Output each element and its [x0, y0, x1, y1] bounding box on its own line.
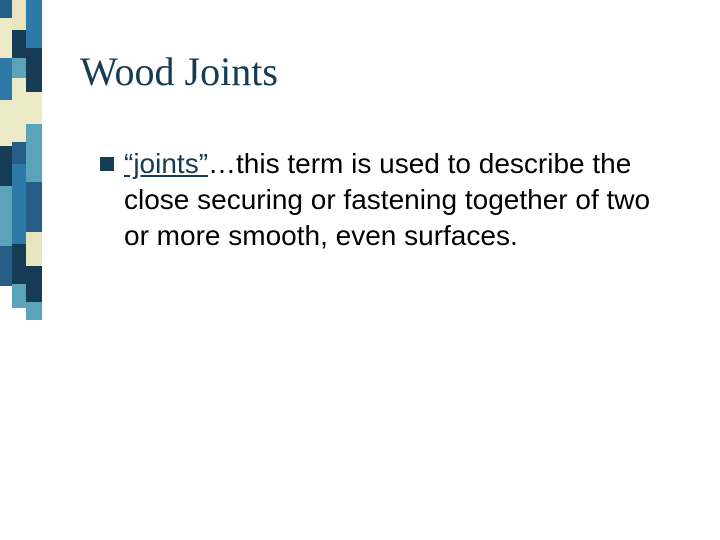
sidebar-block: [12, 284, 26, 308]
sidebar-block: [0, 0, 12, 18]
decorative-sidebar: [0, 0, 42, 540]
slide-content: Wood Joints “joints”…this term is used t…: [80, 50, 680, 253]
sidebar-block: [12, 164, 26, 244]
body-text: “joints”…this term is used to describe t…: [124, 146, 680, 253]
sidebar-block: [26, 0, 42, 48]
sidebar-block: [12, 308, 26, 540]
sidebar-block: [12, 58, 26, 78]
sidebar-block: [0, 286, 12, 540]
slide-title: Wood Joints: [80, 50, 680, 94]
sidebar-block: [26, 124, 42, 182]
sidebar-block: [12, 78, 26, 142]
sidebar-block: [26, 266, 42, 302]
sidebar-block: [0, 186, 12, 246]
sidebar-block: [0, 18, 12, 58]
sidebar-block: [0, 146, 12, 186]
sidebar-column: [26, 0, 42, 540]
joints-term: “joints”: [124, 148, 208, 179]
sidebar-block: [26, 182, 42, 232]
sidebar-block: [26, 302, 42, 320]
sidebar-block: [26, 92, 42, 124]
sidebar-block: [12, 142, 26, 164]
sidebar-block: [26, 232, 42, 266]
square-bullet-icon: [100, 157, 114, 171]
bullet-item: “joints”…this term is used to describe t…: [100, 146, 680, 253]
sidebar-block: [12, 0, 26, 30]
sidebar-column: [0, 0, 12, 540]
sidebar-block: [26, 48, 42, 92]
sidebar-block: [0, 246, 12, 286]
sidebar-block: [26, 320, 42, 540]
sidebar-block: [12, 244, 26, 284]
sidebar-column: [12, 0, 26, 540]
sidebar-block: [12, 30, 26, 58]
sidebar-block: [0, 100, 12, 146]
slide-body: “joints”…this term is used to describe t…: [80, 146, 680, 253]
sidebar-block: [0, 58, 12, 100]
